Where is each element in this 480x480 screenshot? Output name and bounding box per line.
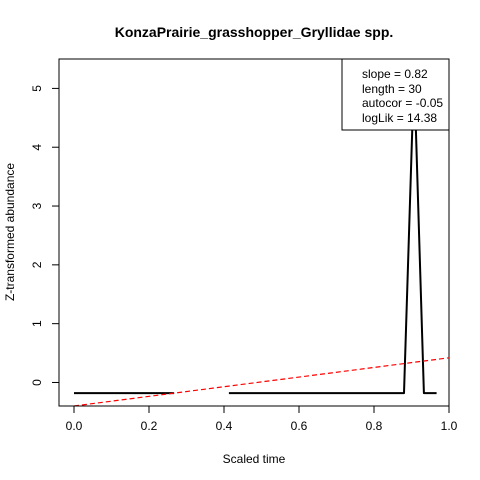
legend-line-loglik: logLik = 14.38	[362, 111, 437, 125]
y-tick-label: 5	[30, 85, 44, 92]
chart-title: KonzaPrairie_grasshopper_Gryllidae spp.	[115, 24, 394, 40]
legend-line-autocor: autocor = -0.05	[362, 96, 443, 110]
y-tick-label: 1	[30, 320, 44, 327]
trend-line-1-segment-0	[73, 357, 450, 407]
legend-box: slope = 0.82 length = 30 autocor = -0.05…	[341, 58, 450, 131]
x-axis-label: Scaled time	[223, 452, 286, 466]
legend-line-length: length = 30	[362, 82, 422, 96]
y-tick-label: 2	[30, 261, 44, 268]
y-tick-label: 3	[30, 202, 44, 209]
x-tick-label: 0.8	[366, 419, 383, 433]
x-tick-label: 0.0	[66, 419, 83, 433]
y-tick-label: 4	[30, 144, 44, 151]
y-axis-label: Z-transformed abundance	[3, 163, 17, 301]
axes-layer: 0.0 0.2 0.4 0.6 0.8 1.0 0 1 2 3 4 5	[30, 85, 458, 433]
legend-line-slope: slope = 0.82	[362, 67, 428, 81]
x-tick-label: 0.2	[141, 419, 158, 433]
x-tick-label: 0.4	[216, 419, 233, 433]
x-tick-label: 0.6	[291, 419, 308, 433]
x-tick-label: 1.0	[441, 419, 458, 433]
y-tick-label: 0	[30, 379, 44, 386]
